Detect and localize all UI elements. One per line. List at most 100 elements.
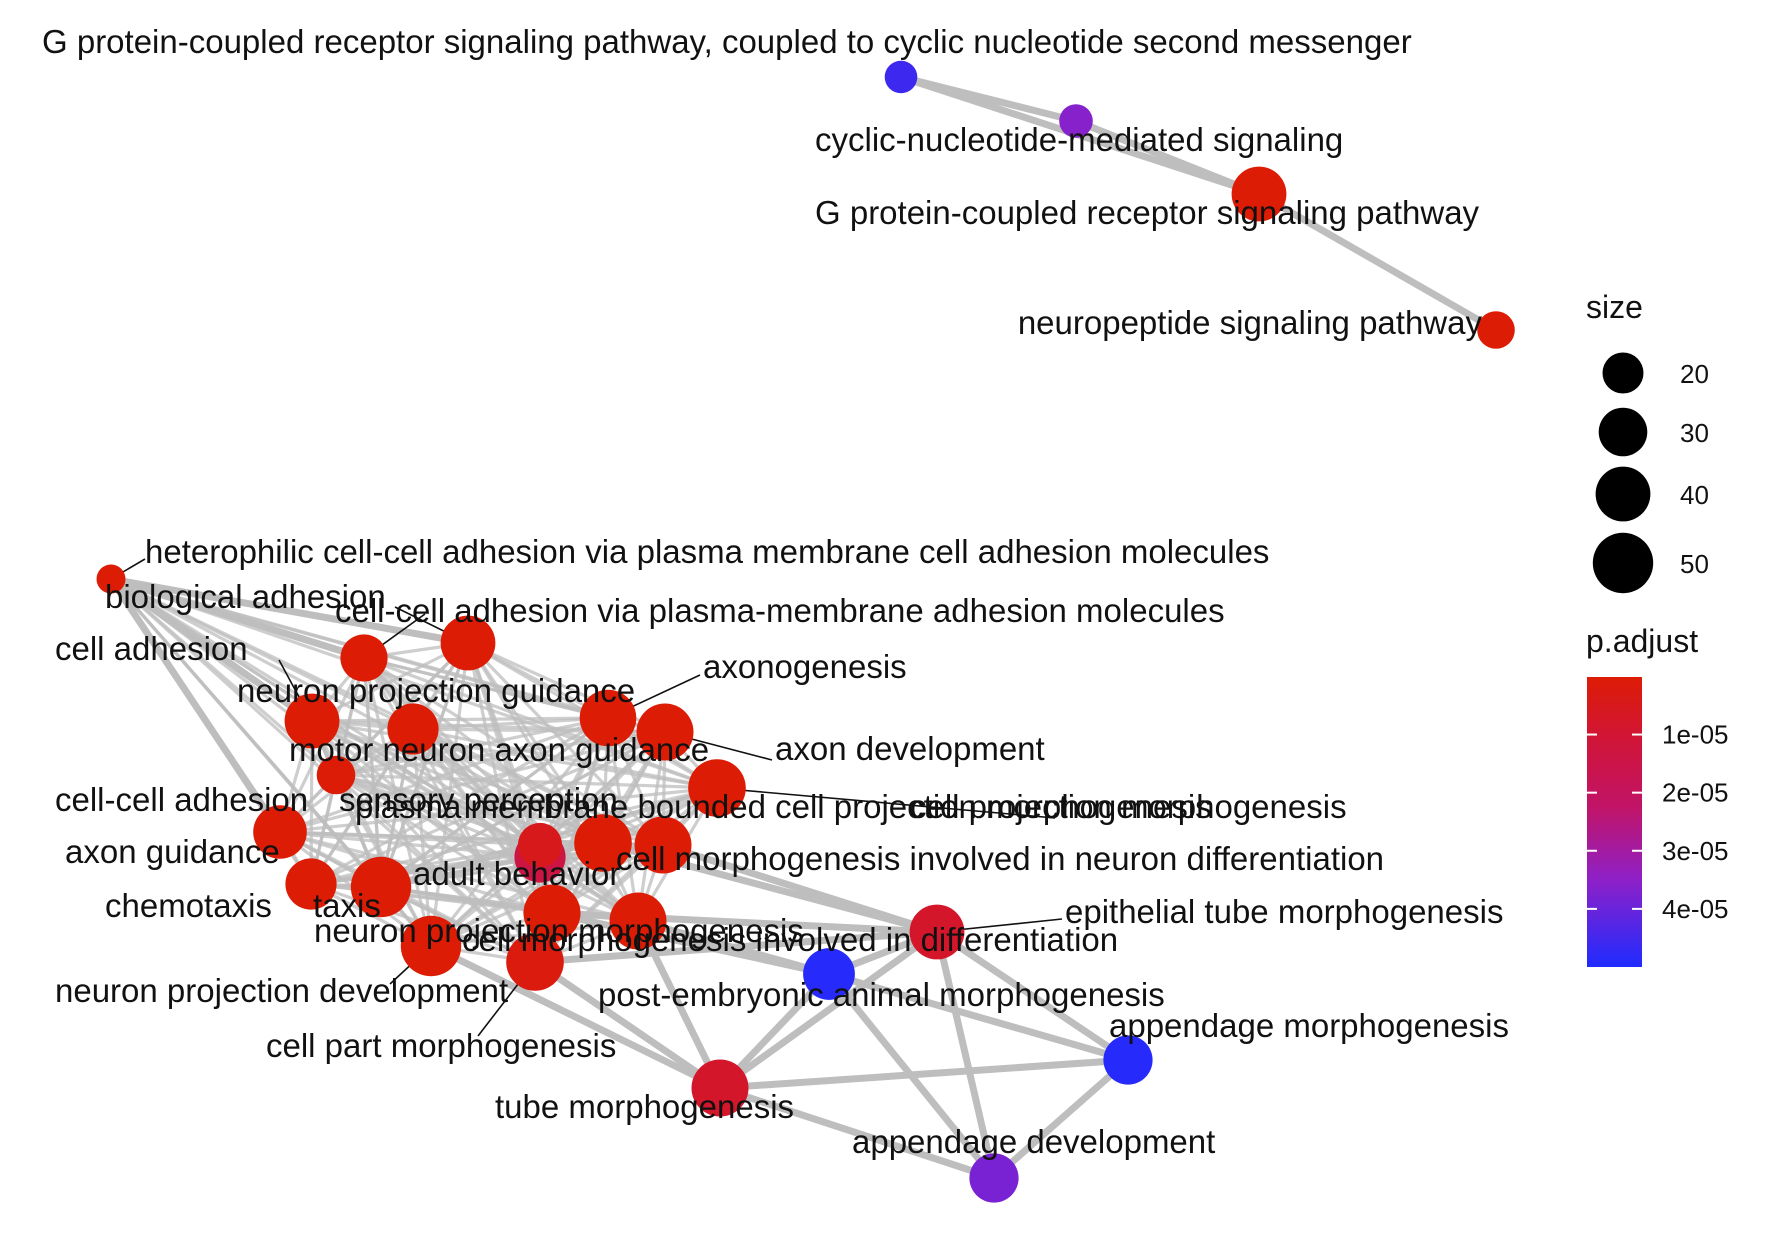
node-label-axon_guidance: axon guidance (65, 833, 280, 870)
node-cpm (688, 759, 746, 817)
node-label-tube_morph: tube morphogenesis (495, 1088, 794, 1125)
node-ccadh (253, 805, 307, 859)
node-label-npg: neuron projection guidance (237, 672, 635, 709)
node-tube_morph (691, 1059, 749, 1117)
node-label-pmbcpm: plasma membrane bounded cell projection … (355, 788, 1212, 825)
node-pe_animal (803, 948, 855, 1000)
legend-size-label: 50 (1680, 549, 1709, 579)
cluster-edge (430, 841, 604, 948)
legend-colorbar (1587, 677, 1642, 967)
node-label-motor_axon: motor neuron axon guidance (289, 731, 709, 768)
cluster-edge (335, 773, 541, 847)
edge-pe_animal-appendage_morph (825, 970, 1132, 1064)
node-label-etm: epithelial tube morphogenesis (1065, 893, 1503, 930)
cluster-edge (311, 719, 718, 790)
colorbar-tick-label: 3e-05 (1662, 836, 1729, 866)
cluster-edge (380, 885, 639, 923)
node-sensory (517, 822, 563, 868)
cluster-edge (279, 830, 541, 859)
node-label-npm: neuron projection morphogenesis (314, 912, 804, 949)
network-nodes (96, 60, 1515, 1203)
node-biological_adhesion (440, 615, 496, 671)
edge-gpcr-neuropeptide (1255, 190, 1500, 334)
node-label-gpcr: G protein-coupled receptor signaling pat… (815, 194, 1480, 231)
node-pmbcpm (574, 814, 632, 872)
cluster-edge (539, 786, 718, 859)
node-motor_axon (316, 755, 356, 795)
legend-size-dot-50 (1592, 532, 1654, 594)
edge-pe_animal-npm (548, 909, 833, 978)
node-label-cmid: cell morphogenesis involved in different… (462, 921, 1118, 958)
chart-legend: size 20 30 40 50 p.adjust 1e-05 2e-05 3e-05 4e… (1586, 289, 1729, 967)
edge-tube_morph-appendage_dev (716, 1084, 998, 1182)
legend-size-label: 30 (1680, 418, 1709, 448)
cluster-edge (335, 773, 604, 845)
cluster-edge (533, 843, 665, 964)
cluster-edge (362, 657, 537, 963)
edge-tube_morph-cmid (634, 917, 724, 1092)
cluster-edge (335, 773, 639, 923)
cluster-edge (411, 728, 554, 914)
node-chemotaxis (352, 858, 410, 916)
cluster-edge (110, 577, 469, 645)
legend-color-title: p.adjust (1586, 623, 1698, 659)
edge-tube_morph-appendage_morph (716, 1056, 1132, 1092)
node-label-pe_animal: post-embryonic animal morphogenesis (598, 976, 1165, 1013)
colorbar-tick-label: 1e-05 (1662, 720, 1729, 750)
cluster-edge (335, 716, 609, 777)
node-label-appendage_morph: appendage morphogenesis (1109, 1007, 1509, 1044)
node-heterophilic (96, 564, 126, 594)
node-cmid (609, 892, 667, 950)
node-label-chemotaxis: chemotaxis (105, 887, 272, 924)
cluster-edge (279, 716, 609, 834)
network-node-labels: G protein-coupled receptor signaling pat… (42, 23, 1509, 1160)
node-cmind (634, 816, 692, 874)
colorbar-tick-label: 2e-05 (1662, 778, 1729, 808)
legend-size-label: 40 (1680, 480, 1709, 510)
node-label-sensory: sensory perception (339, 781, 618, 818)
node-label-gpcr_cyclic: G protein-coupled receptor signaling pat… (42, 23, 1412, 60)
node-label-heterophilic: heterophilic cell-cell adhesion via plas… (145, 533, 1269, 570)
legend-colorbar-ticks: 1e-05 2e-05 3e-05 4e-05 (1587, 720, 1729, 924)
node-npd (400, 915, 462, 977)
node-axon_dev (636, 703, 694, 761)
edge-etm-appendage_dev (933, 928, 998, 1182)
cluster-edge (279, 786, 718, 834)
edge-tube_morph-cpm2 (531, 958, 724, 1092)
node-ccadh_pm (340, 634, 388, 682)
node-label-taxis: taxis (313, 887, 381, 924)
cluster-edge (412, 716, 609, 731)
edge-etm-appendage_morph (933, 928, 1132, 1064)
node-label-axon_dev: axon development (775, 730, 1045, 767)
node-label-biological_adhesion: biological adhesion (105, 578, 386, 615)
edge-appendage_morph-appendage_dev (990, 1056, 1132, 1182)
cluster-edge (279, 730, 666, 834)
node-label-npd: neuron projection development (55, 972, 508, 1009)
node-neuropeptide (1477, 311, 1515, 349)
cluster-edge (311, 719, 541, 847)
node-npg (387, 703, 439, 755)
node-cyclic_nuc (1059, 104, 1093, 138)
node-label-axonogenesis: axonogenesis (703, 648, 907, 685)
node-label-ccadh_pm: cell-cell adhesion via plasma-membrane a… (335, 592, 1225, 629)
cluster-edge (362, 656, 542, 859)
legend-size-dot-20 (1602, 352, 1644, 394)
legend-size-dot-40 (1595, 466, 1651, 522)
node-appendage_morph (1103, 1035, 1153, 1085)
node-appendage_dev (969, 1153, 1019, 1203)
edge-etm-tube_morph (716, 928, 941, 1092)
node-gpcr_cyclic (884, 60, 918, 94)
node-axonogenesis (579, 689, 637, 747)
cluster-edge (310, 855, 541, 886)
node-label-cpm2: cell part morphogenesis (266, 1027, 616, 1064)
cluster-edge (335, 773, 718, 790)
cluster-edge (311, 716, 609, 723)
node-label-cell_adhesion: cell adhesion (55, 630, 248, 667)
node-etm (909, 904, 965, 960)
colorbar-tick-label: 4e-05 (1662, 894, 1729, 924)
node-label-adult_beh: adult behavior (413, 855, 620, 892)
legend-size-dot-30 (1598, 407, 1648, 457)
node-cpm2 (506, 933, 564, 991)
cluster-edge (430, 786, 718, 948)
